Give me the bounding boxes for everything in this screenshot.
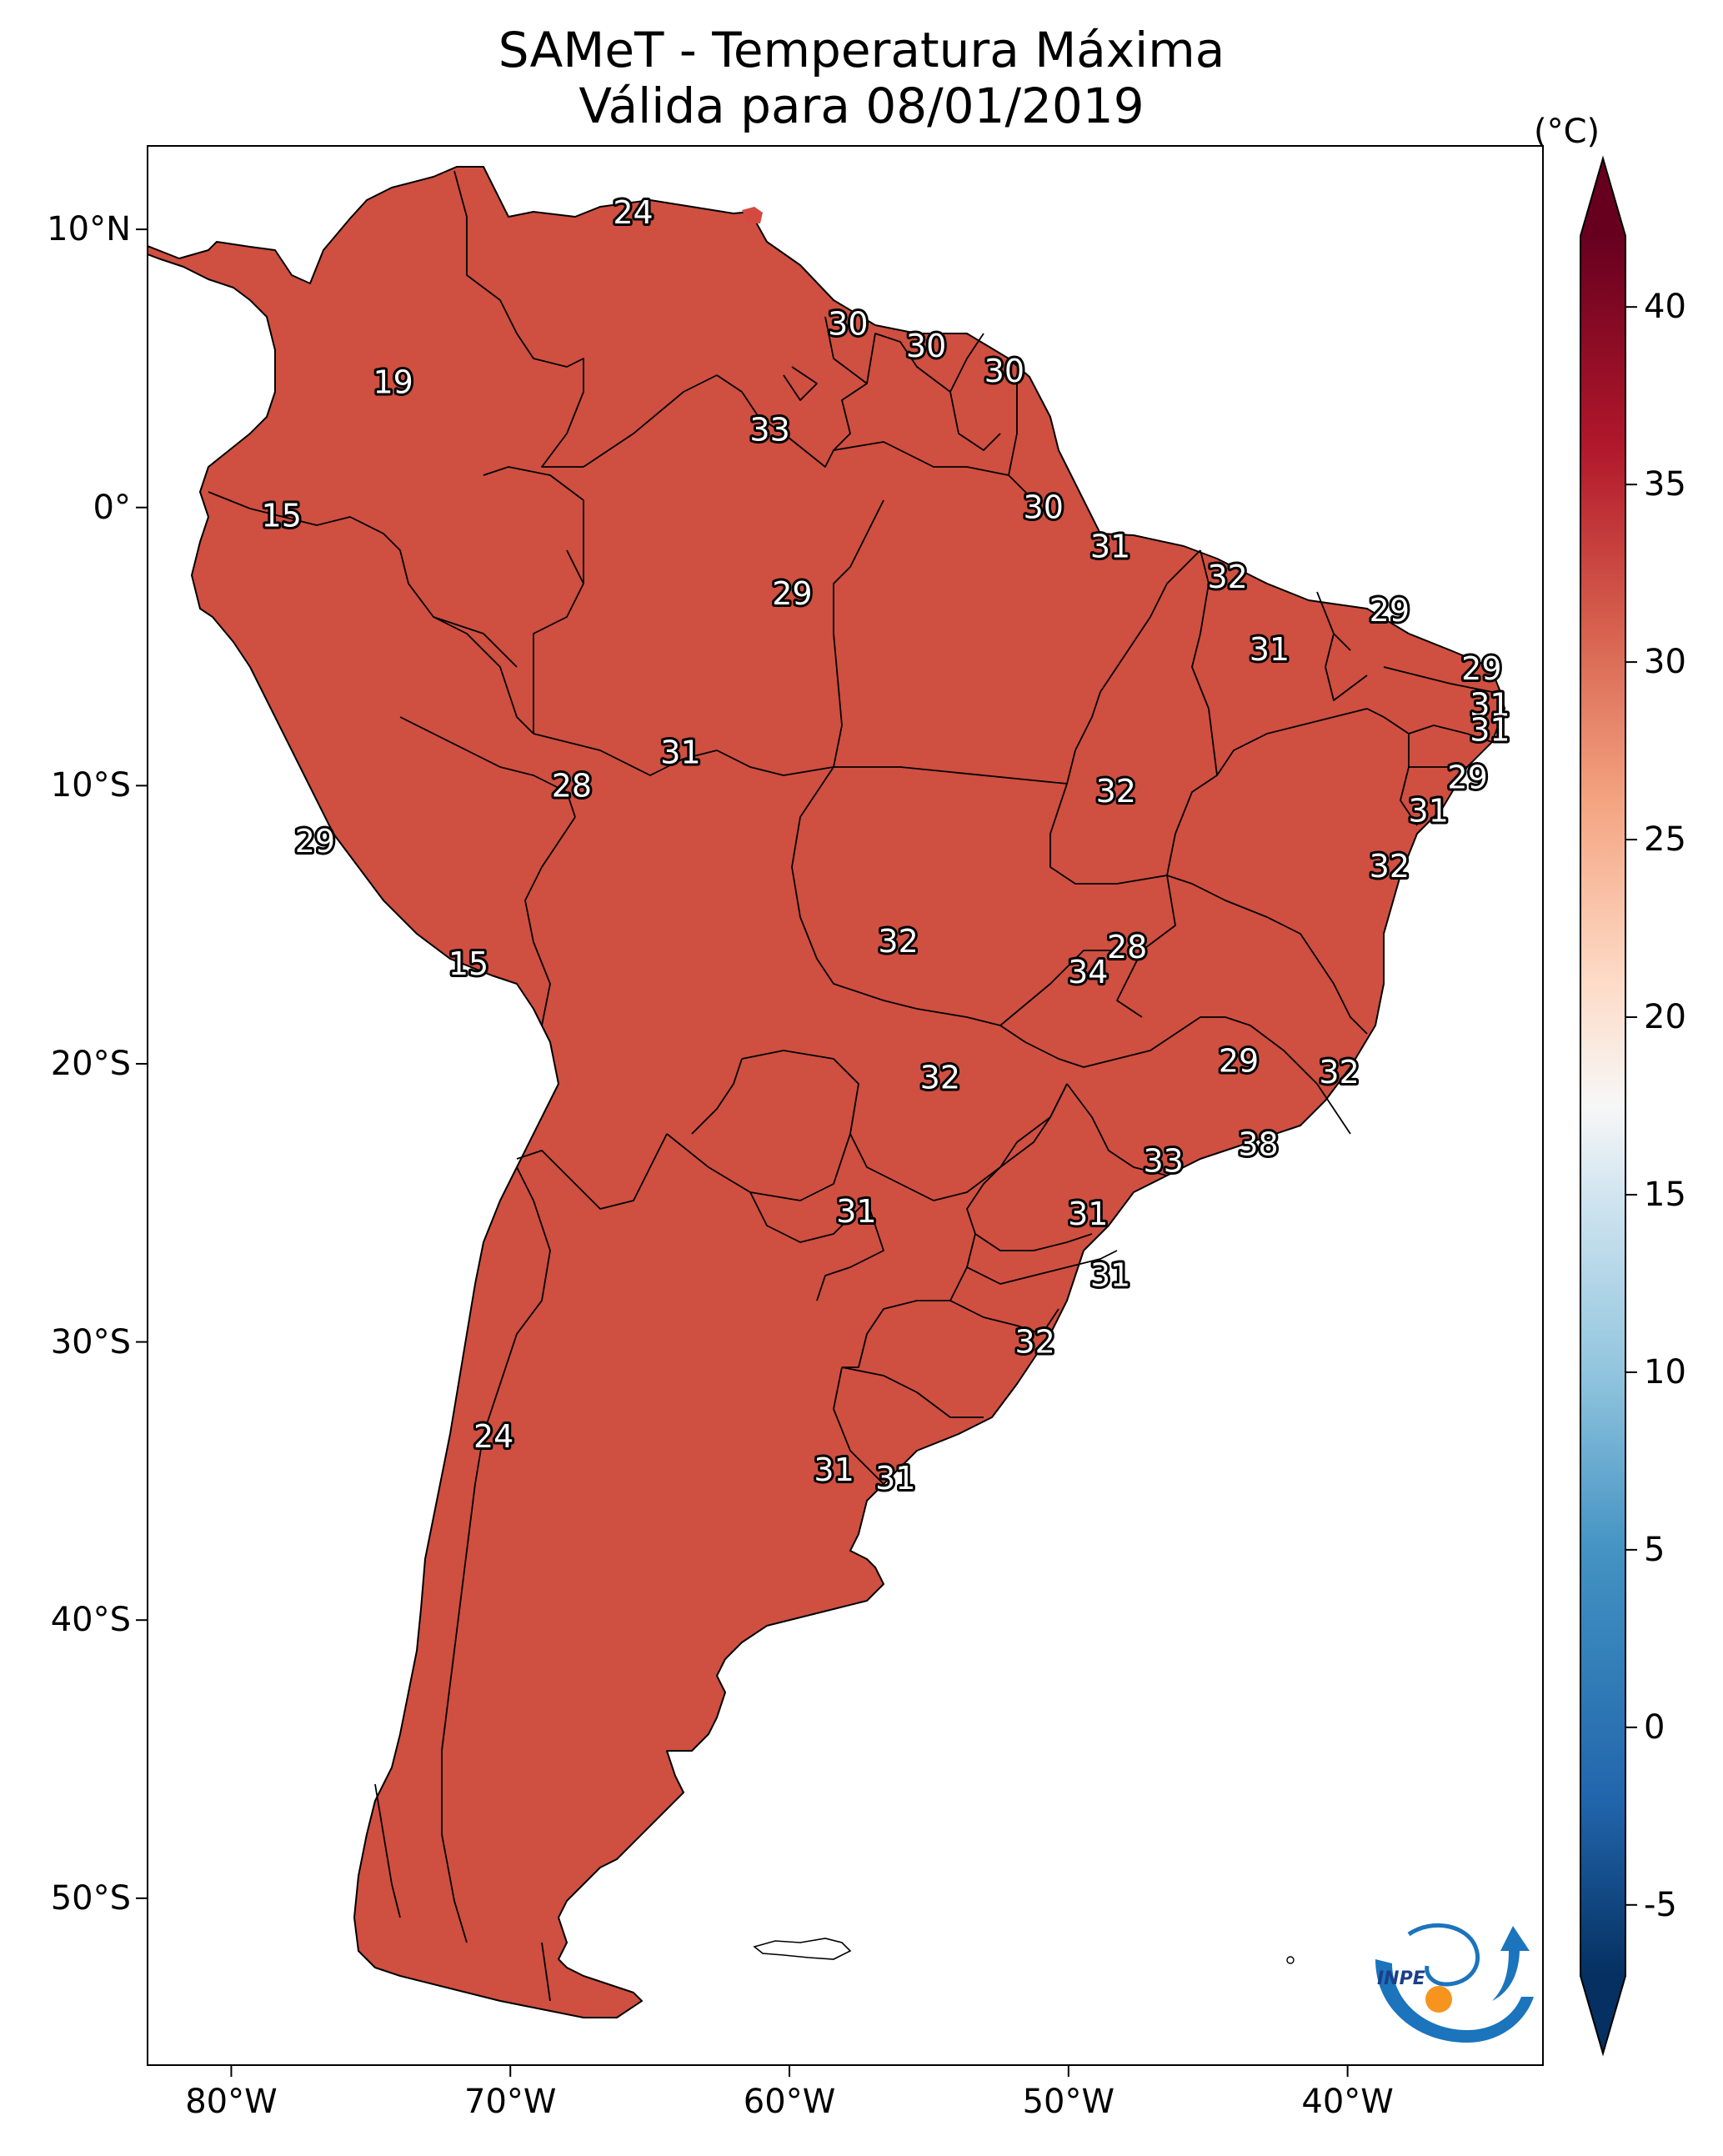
city-temperature-label: 32 xyxy=(1014,1324,1054,1361)
logo-arc-icon xyxy=(1375,1959,1534,2043)
city-temperature-label: 31 xyxy=(1090,1257,1130,1294)
city-temperature-label: 32 xyxy=(920,1060,960,1096)
colorbar-tick-label: 25 xyxy=(1644,820,1686,860)
city-temperature-label: 38 xyxy=(1238,1126,1278,1163)
city-temperature-label: 31 xyxy=(1470,712,1510,749)
colorbar xyxy=(1580,155,1637,2057)
city-temperature-label: 31 xyxy=(836,1193,876,1230)
city-temperature-label: 32 xyxy=(1207,559,1247,595)
y-tick-label: 0° xyxy=(93,488,131,527)
colorbar-tick-label: 0 xyxy=(1644,1707,1665,1747)
y-tick-label: 20°S xyxy=(50,1044,131,1083)
y-tick-label: 10°N xyxy=(47,210,131,249)
colorbar-unit-label: (°C) xyxy=(1534,113,1600,151)
x-tick-label: 40°W xyxy=(1301,2083,1394,2121)
city-temperature-label: 33 xyxy=(749,411,789,448)
city-temperature-label: 24 xyxy=(473,1418,513,1455)
colorbar-tick-label: 10 xyxy=(1644,1352,1686,1391)
logo-orange-dot xyxy=(1425,1986,1452,2013)
colorbar-tick-label: 20 xyxy=(1644,998,1686,1037)
city-temperature-label: 29 xyxy=(1219,1043,1259,1080)
city-temperature-label: 31 xyxy=(814,1452,854,1488)
city-temperature-label: 32 xyxy=(878,923,918,960)
city-temperature-label: 19 xyxy=(373,364,413,401)
island-ne xyxy=(1286,1956,1295,1964)
political-borders xyxy=(148,166,1505,2018)
colorbar-ticks xyxy=(1625,306,1637,1906)
city-temperature-label: 31 xyxy=(660,734,700,770)
city-temperature-label: 30 xyxy=(906,328,946,364)
colorbar-tick-label: -5 xyxy=(1644,1885,1677,1924)
logo-text: INPE xyxy=(1377,1968,1425,1989)
city-temperature-label: 28 xyxy=(1107,929,1147,965)
map-frame xyxy=(147,145,1544,2066)
city-temperature-label: 15 xyxy=(448,945,488,982)
y-tick-label: 40°S xyxy=(50,1601,131,1640)
city-temperature-label: 32 xyxy=(1096,773,1136,810)
logo-swirl-icon xyxy=(1407,1923,1480,1987)
chart-title: SAMeT - Temperatura Máxima xyxy=(498,22,1225,78)
city-temperature-label: 33 xyxy=(1143,1143,1183,1180)
colorbar-tick-label: 30 xyxy=(1644,643,1686,682)
x-tick-label: 50°W xyxy=(1022,2083,1115,2121)
x-tick-label: 60°W xyxy=(743,2083,836,2121)
colorbar-tick-label: 35 xyxy=(1644,465,1686,504)
city-temperature-label: 28 xyxy=(552,767,592,804)
city-temperature-label: 15 xyxy=(262,498,302,534)
city-temperature-label: 32 xyxy=(1370,848,1410,885)
colorbar-tick-label: 5 xyxy=(1644,1530,1665,1569)
city-temperature-label: 24 xyxy=(613,194,653,231)
city-temperature-label: 29 xyxy=(1370,592,1410,629)
falkland-islands xyxy=(753,1938,852,1960)
city-temperature-label: 29 xyxy=(1447,759,1487,795)
axis-ticks xyxy=(136,228,1349,2077)
city-temperature-label: 29 xyxy=(772,575,812,612)
y-tick-label: 10°S xyxy=(50,766,131,805)
logo-arrow-icon xyxy=(1492,1926,1530,2001)
city-temperature-label: 31 xyxy=(1250,631,1290,668)
city-temperature-label: 29 xyxy=(1461,650,1501,687)
city-temperature-label: 31 xyxy=(1470,687,1510,724)
city-temperature-label: 31 xyxy=(875,1460,915,1497)
city-temperature-label: 31 xyxy=(1090,528,1130,564)
colorbar-tick-label: 40 xyxy=(1644,288,1686,327)
colorbar-body xyxy=(1580,155,1626,2057)
city-temperature-label: 30 xyxy=(828,306,868,343)
inpe-logo: INPE xyxy=(1375,1923,1534,2043)
city-temperature-label: 31 xyxy=(1068,1196,1108,1232)
x-tick-label: 80°W xyxy=(185,2083,278,2121)
city-temperature-label: 34 xyxy=(1068,954,1108,990)
city-temperature-label: 30 xyxy=(984,353,1024,389)
city-temperature-label: 31 xyxy=(1409,792,1449,829)
city-temperature-label: 30 xyxy=(1024,489,1064,526)
colorbar-tick-label: 15 xyxy=(1644,1175,1686,1214)
y-tick-label: 50°S xyxy=(50,1878,131,1918)
y-tick-label: 30°S xyxy=(50,1322,131,1361)
x-tick-label: 70°W xyxy=(464,2083,557,2121)
island-north xyxy=(742,207,763,223)
chart-subtitle: Válida para 08/01/2019 xyxy=(579,78,1144,134)
city-temperature-label: 32 xyxy=(1319,1054,1359,1091)
city-temperature-label: 29 xyxy=(295,823,335,860)
